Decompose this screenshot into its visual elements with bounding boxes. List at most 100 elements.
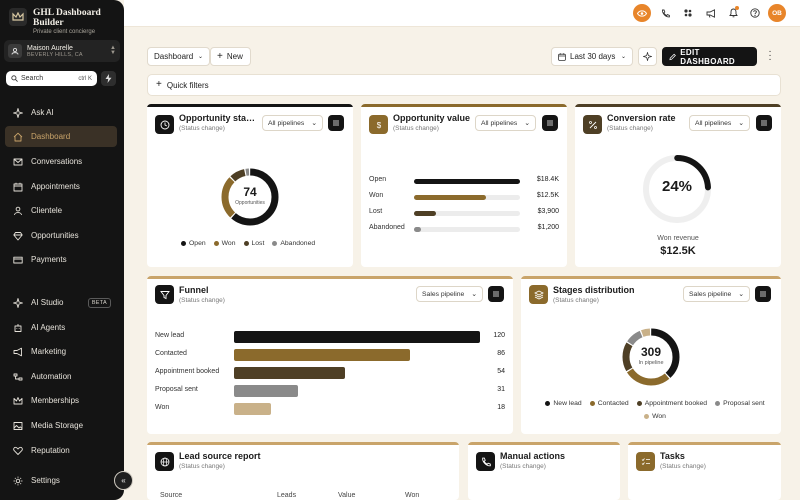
- donut-slice-won[interactable]: [221, 168, 279, 226]
- sidebar-item-payments[interactable]: Payments: [5, 249, 117, 270]
- calendar-icon: [13, 182, 23, 191]
- donut-slice-appointment-booked[interactable]: [622, 328, 680, 386]
- card-settings-button[interactable]: [755, 286, 771, 302]
- funnel-bar[interactable]: [234, 349, 411, 361]
- card-subtitle: (Status change): [179, 125, 225, 132]
- sliders-icon: [493, 291, 499, 297]
- edit-dashboard-button[interactable]: EDIT DASHBOARD: [662, 47, 757, 66]
- sidebar-item-settings[interactable]: Settings: [5, 470, 117, 491]
- pipeline-filter[interactable]: All pipelines ⌄: [689, 115, 750, 131]
- sidebar-item-ask-ai[interactable]: Ask AI: [5, 102, 117, 123]
- manual-actions-card: Manual actions (Status change): [468, 442, 620, 500]
- chevron-down-icon: ⌄: [524, 120, 530, 127]
- bolt-button[interactable]: [101, 71, 116, 86]
- donut-slice-contacted[interactable]: [622, 328, 680, 386]
- search-input[interactable]: Search ctrl K: [6, 71, 97, 86]
- value-bar[interactable]: [414, 179, 520, 184]
- legend-swatch: [213, 240, 219, 246]
- sidebar-item-memberships[interactable]: Memberships: [5, 390, 117, 411]
- quick-filters-bar[interactable]: + Quick filters: [147, 74, 781, 96]
- column-header-source[interactable]: Source: [160, 492, 183, 499]
- eye-icon: [637, 9, 647, 17]
- sidebar-item-conversations[interactable]: Conversations: [5, 151, 117, 172]
- phone-button[interactable]: [656, 4, 674, 22]
- chevron-down-icon: ⌄: [471, 291, 477, 298]
- eye-button[interactable]: [633, 4, 651, 22]
- pipeline-filter[interactable]: All pipelines ⌄: [475, 115, 536, 131]
- card-settings-button[interactable]: [488, 286, 504, 302]
- donut-slice-open[interactable]: [221, 168, 279, 226]
- card-accent-bar: [361, 104, 567, 107]
- donut-slice-new-lead[interactable]: [622, 328, 680, 386]
- funnel-row-label: Appointment booked: [155, 368, 220, 375]
- apps-button[interactable]: [679, 4, 697, 22]
- sidebar-item-appointments[interactable]: Appointments: [5, 176, 117, 197]
- pipeline-filter[interactable]: Sales pipeline ⌄: [416, 286, 483, 302]
- card-subtitle: (Status change): [660, 463, 706, 470]
- chevron-down-icon: ⌄: [620, 54, 626, 60]
- search-icon: [11, 75, 18, 82]
- funnel-bar[interactable]: [234, 367, 345, 379]
- funnel-bar[interactable]: [234, 385, 298, 397]
- help-icon: [750, 8, 760, 18]
- stages-distribution-donut: [622, 328, 680, 386]
- column-header-leads[interactable]: Leads: [277, 492, 297, 499]
- opportunity-value-card: $ Opportunity value (Status change) All …: [361, 104, 567, 267]
- ai-button[interactable]: [638, 47, 657, 66]
- mail-icon: [13, 158, 23, 165]
- card-subtitle: (Status change): [179, 297, 225, 304]
- sliders-icon: [761, 120, 767, 126]
- opportunity-status-donut: [221, 168, 279, 226]
- date-range-selector[interactable]: Last 30 days ⌄: [551, 47, 633, 66]
- card-settings-button[interactable]: [756, 115, 772, 131]
- pipeline-filter-label: Sales pipeline: [689, 290, 732, 298]
- sidebar-item-marketing[interactable]: Marketing: [5, 341, 117, 362]
- lead-source-card: Lead source report (Status change): [147, 442, 459, 500]
- column-header-value[interactable]: Value: [338, 492, 356, 499]
- sidebar-item-clientele[interactable]: Clientele: [5, 200, 117, 221]
- pipeline-filter[interactable]: Sales pipeline ⌄: [683, 286, 750, 302]
- funnel-bar[interactable]: [234, 331, 480, 343]
- dashboard-selector[interactable]: Dashboard ⌄: [147, 47, 210, 66]
- sidebar-item-dashboard[interactable]: Dashboard: [5, 126, 117, 147]
- value-bar-track: [414, 179, 520, 184]
- sliders-icon: [333, 120, 339, 126]
- heart-icon: [13, 446, 23, 455]
- sidebar-item-automation[interactable]: Automation: [5, 366, 117, 387]
- sidebar-item-reputation[interactable]: Reputation: [5, 440, 117, 461]
- brand-title: GHL Dashboard Builder: [33, 8, 101, 28]
- card-settings-button[interactable]: [328, 115, 344, 131]
- gauge-icon: [155, 115, 174, 134]
- sidebar-item-label: Memberships: [31, 396, 80, 405]
- card-title: Manual actions: [500, 451, 566, 461]
- card-subtitle: (Status change): [500, 463, 546, 470]
- sidebar-item-media-storage[interactable]: Media Storage: [5, 415, 117, 436]
- column-header-won[interactable]: Won: [405, 492, 420, 499]
- user-avatar[interactable]: OB: [768, 4, 786, 22]
- card-settings-button[interactable]: [542, 115, 558, 131]
- funnel-row-count: 54: [497, 368, 505, 375]
- notifications-button[interactable]: [724, 4, 742, 22]
- card-accent-bar: [575, 104, 781, 107]
- sidebar-item-ai-agents[interactable]: AI Agents: [5, 317, 117, 338]
- card-title: Stages distribution: [553, 285, 635, 295]
- help-button[interactable]: [746, 4, 764, 22]
- value-bar[interactable]: [414, 211, 437, 216]
- account-switcher[interactable]: Maison Aurelle BEVERLY HILLS, CA ▲ ▼: [4, 40, 120, 62]
- svg-text:$: $: [376, 121, 381, 130]
- funnel-row-count: 120: [493, 332, 505, 339]
- value-bar[interactable]: [414, 227, 421, 232]
- sidebar-item-label: Marketing: [31, 347, 67, 356]
- account-icon: [8, 44, 22, 58]
- new-button[interactable]: + New: [210, 47, 251, 66]
- announcements-button[interactable]: [702, 4, 720, 22]
- pipeline-filter[interactable]: All pipelines ⌄: [262, 115, 323, 131]
- sidebar-item-opportunities[interactable]: Opportunities: [5, 225, 117, 246]
- collapse-sidebar-button[interactable]: «: [114, 471, 133, 490]
- opportunity-status-legend: Open Won Lost Abandoned: [181, 240, 315, 247]
- sidebar-item-ai-studio[interactable]: AI Studio BETA: [5, 292, 117, 313]
- funnel-bar[interactable]: [234, 403, 271, 415]
- more-options-icon[interactable]: · · ·: [768, 46, 772, 65]
- value-bar[interactable]: [414, 195, 486, 200]
- sidebar-item-label: Reputation: [31, 446, 70, 455]
